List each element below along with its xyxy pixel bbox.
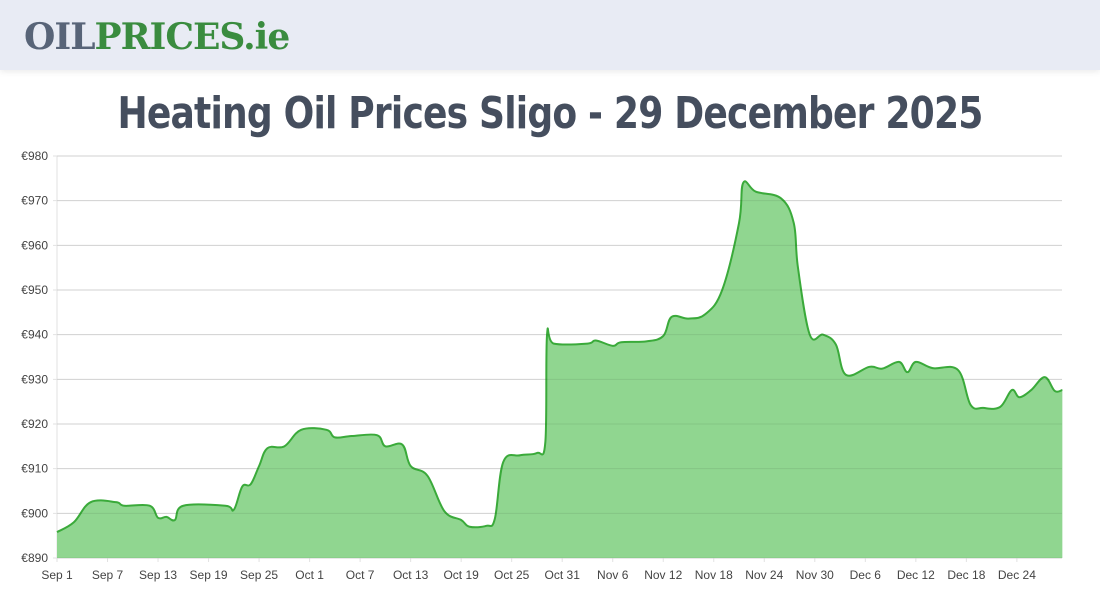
y-tick-label: €930 (21, 372, 48, 386)
x-tick-label: Nov 6 (597, 568, 629, 582)
price-area-fill (57, 181, 1063, 558)
y-tick-label: €980 (21, 149, 48, 163)
y-tick-label: €920 (21, 417, 48, 431)
x-tick-label: Sep 19 (190, 568, 228, 582)
y-tick-label: €890 (21, 551, 48, 565)
x-tick-label: Nov 12 (644, 568, 682, 582)
y-tick-label: €940 (21, 328, 48, 342)
site-header: OILPRICES.ie (0, 0, 1100, 70)
x-tick-label: Nov 24 (745, 568, 783, 582)
x-tick-label: Dec 24 (998, 568, 1036, 582)
x-tick-label: Sep 13 (139, 568, 177, 582)
y-tick-label: €970 (21, 194, 48, 208)
x-tick-label: Sep 25 (240, 568, 278, 582)
logo-text-oil: OIL (24, 16, 96, 58)
x-tick-label: Sep 7 (92, 568, 124, 582)
y-tick-label: €960 (21, 238, 48, 252)
x-tick-label: Dec 18 (947, 568, 985, 582)
x-tick-label: Oct 7 (346, 568, 375, 582)
x-tick-label: Dec 12 (897, 568, 935, 582)
x-tick-label: Dec 6 (850, 568, 882, 582)
y-tick-label: €900 (21, 506, 48, 520)
x-tick-label: Oct 1 (295, 568, 324, 582)
x-tick-label: Oct 25 (494, 568, 530, 582)
y-tick-label: €910 (21, 462, 48, 476)
x-tick-label: Nov 18 (695, 568, 733, 582)
x-tick-label: Nov 30 (796, 568, 834, 582)
x-tick-label: Sep 1 (41, 568, 73, 582)
page-title: Heating Oil Prices Sligo - 29 December 2… (117, 88, 983, 139)
site-logo[interactable]: OILPRICES.ie (24, 14, 291, 60)
x-axis: Sep 1 Sep 7 Sep 13 Sep 19 Sep 25 Oct 1 Oct 7 Oc… (41, 568, 1036, 582)
price-line[interactable] (56, 180, 1063, 533)
x-tick-label: Oct 31 (545, 568, 581, 582)
x-tick-label: Oct 13 (393, 568, 429, 582)
x-tick-label: Oct 19 (443, 568, 479, 582)
y-tick-label: €950 (21, 283, 48, 297)
logo-text-prices: PRICES.ie (94, 16, 291, 58)
y-axis: €890 €900 €910 €920 €930 €940 €950 €960 €970 €980 (21, 149, 48, 565)
